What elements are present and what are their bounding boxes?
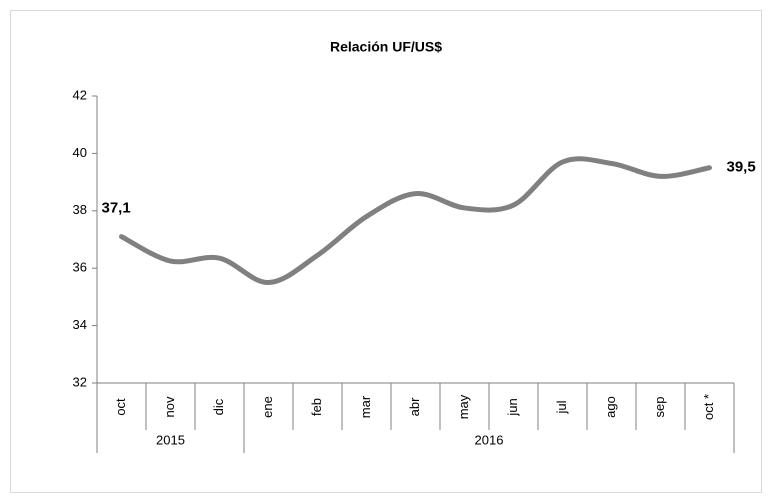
data-label: 37,1 (102, 200, 131, 217)
y-tick-label: 38 (73, 202, 87, 217)
x-tick-label: oct (113, 398, 128, 416)
data-line (119, 156, 712, 286)
y-tick-label: 34 (73, 317, 87, 332)
x-tick-label: jul (554, 400, 569, 414)
x-tick-label: mar (358, 395, 373, 418)
chart-title: Relación UF/US$ (330, 39, 442, 55)
x-group-label: 2016 (475, 432, 504, 447)
x-tick-label: may (456, 394, 471, 419)
x-tick-label: jun (505, 398, 520, 416)
x-tick-label: ago (603, 396, 618, 418)
x-tick-label: sep (652, 397, 667, 418)
x-group-label: 2015 (156, 432, 185, 447)
x-tick-label: nov (162, 396, 177, 417)
x-tick-label: dic (211, 398, 226, 415)
chart-border (10, 10, 762, 493)
y-tick-label: 32 (73, 374, 87, 389)
x-tick-label: feb (309, 398, 324, 416)
x-tick-label: abr (407, 397, 422, 416)
y-tick-label: 40 (73, 145, 87, 160)
x-tick-label: ene (260, 396, 275, 418)
data-label: 39,5 (727, 159, 756, 176)
y-tick-label: 42 (73, 87, 87, 102)
x-tick-label: oct * (701, 394, 716, 420)
y-tick-label: 36 (73, 260, 87, 275)
